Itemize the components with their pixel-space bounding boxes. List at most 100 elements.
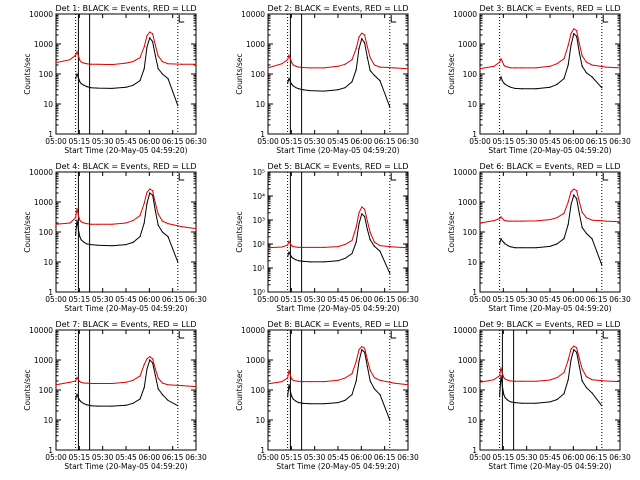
events-series-point xyxy=(503,82,505,84)
events-series-point xyxy=(132,84,134,86)
y-tick-label: 1 xyxy=(260,130,265,139)
detector-panel: 05:00 05:15 05:30 05:45 06:00 06:15 06:30 1 10 10… xyxy=(23,4,207,155)
y-tick-label: 100 xyxy=(39,386,54,395)
lld-series-point xyxy=(323,67,325,69)
x-tick-label: 05:00 xyxy=(257,453,279,462)
panel-title: Det 3: BLACK = Events, RED = LLD xyxy=(480,4,621,13)
y-tick-label: 1000 xyxy=(34,40,53,49)
events-series-point xyxy=(111,87,113,90)
x-tick-label: 05:00 xyxy=(469,137,491,146)
events-series-point xyxy=(295,259,297,261)
events-series-line xyxy=(287,212,391,274)
events-series-point xyxy=(77,229,79,231)
events-series-point xyxy=(167,236,169,238)
lld-series-point xyxy=(309,246,311,249)
events-series-point xyxy=(355,380,357,382)
lld-series-point xyxy=(563,212,565,214)
lld-series-point xyxy=(90,223,92,225)
events-series-point xyxy=(90,405,92,407)
x-tick-label: 06:30 xyxy=(185,137,207,146)
lld-series-point xyxy=(281,246,283,248)
x-tick-label: 05:30 xyxy=(304,295,326,304)
events-series-point xyxy=(366,57,368,59)
plot-frame xyxy=(479,329,621,451)
events-series-point xyxy=(521,247,523,249)
events-series-point xyxy=(125,244,127,246)
panel-title: Det 1: BLACK = Events, RED = LLD xyxy=(56,4,197,13)
x-tick-label: 06:00 xyxy=(563,137,585,146)
events-series-point xyxy=(379,80,381,82)
y-tick-label: 10000 xyxy=(241,10,265,19)
lld-series-point xyxy=(501,217,503,220)
events-series-point xyxy=(143,387,145,389)
lld-series-point xyxy=(323,246,325,249)
x-tick-label: 05:45 xyxy=(115,137,137,146)
events-series-point xyxy=(295,400,297,402)
x-tick-label: 06:30 xyxy=(185,453,207,462)
lld-series-point xyxy=(337,245,339,248)
lld-series-point xyxy=(393,382,395,384)
events-series-point xyxy=(591,238,593,240)
y-tick-label: 10000 xyxy=(241,326,265,335)
lld-series-point xyxy=(514,380,516,382)
events-series-point xyxy=(549,401,551,403)
events-series-point xyxy=(288,78,290,80)
x-tick-label: 05:15 xyxy=(493,453,515,462)
lld-series-point xyxy=(407,384,409,386)
events-series-point xyxy=(507,245,509,247)
events-series-point xyxy=(570,359,572,361)
lld-series-point xyxy=(86,382,88,384)
lld-series-point xyxy=(80,221,82,223)
lld-series-point xyxy=(503,64,505,66)
x-tick-label: 05:45 xyxy=(327,137,349,146)
y-tick-label: 1000 xyxy=(458,356,477,365)
x-axis-label: Start Time (20-May-05 04:59:20) xyxy=(488,462,611,471)
lld-series-point xyxy=(181,63,183,65)
events-series-point xyxy=(76,73,78,75)
lld-series-point xyxy=(298,380,300,382)
lld-series-point xyxy=(479,68,481,70)
events-series-point xyxy=(573,349,575,351)
lld-series-point xyxy=(576,346,578,349)
lld-series-point xyxy=(567,44,569,46)
events-series-point xyxy=(76,394,78,396)
events-series-point xyxy=(309,403,311,405)
events-series-point xyxy=(535,247,537,249)
lld-series-point xyxy=(288,240,290,242)
lld-series-point xyxy=(281,63,283,65)
events-series-line xyxy=(75,192,179,263)
lld-series-point xyxy=(281,381,283,383)
lld-series-point xyxy=(364,347,366,349)
events-series-point xyxy=(389,272,391,274)
lld-series-point xyxy=(146,191,148,193)
events-series-point xyxy=(510,86,512,88)
events-series-point xyxy=(366,228,368,231)
events-series-point xyxy=(97,405,99,407)
lld-series-point xyxy=(302,381,304,383)
y-axis-label: Counts/sec xyxy=(447,211,456,252)
events-series-point xyxy=(389,106,391,108)
events-series-point xyxy=(289,254,291,256)
y-tick-label: 10000 xyxy=(453,168,477,177)
events-series-point xyxy=(146,202,148,204)
x-tick-label: 05:15 xyxy=(69,453,91,462)
events-series-point xyxy=(337,89,339,91)
events-series-point xyxy=(90,87,92,89)
panel-title: Det 9: BLACK = Events, RED = LLD xyxy=(480,320,621,329)
lld-series-point xyxy=(75,380,77,382)
events-series-point xyxy=(351,81,353,83)
lld-series-line xyxy=(267,345,409,386)
lld-series-point xyxy=(510,67,512,69)
lld-series-point xyxy=(585,61,588,63)
events-series-point xyxy=(364,351,366,353)
events-series-point xyxy=(361,213,363,215)
lld-series-point xyxy=(125,62,127,64)
events-series-point xyxy=(86,243,88,245)
lld-series-point xyxy=(161,60,163,63)
lld-series-point xyxy=(291,61,293,64)
events-series-point xyxy=(563,238,565,240)
lld-series-point xyxy=(97,223,99,225)
x-tick-label: 06:00 xyxy=(139,295,161,304)
events-series-point xyxy=(143,222,145,224)
